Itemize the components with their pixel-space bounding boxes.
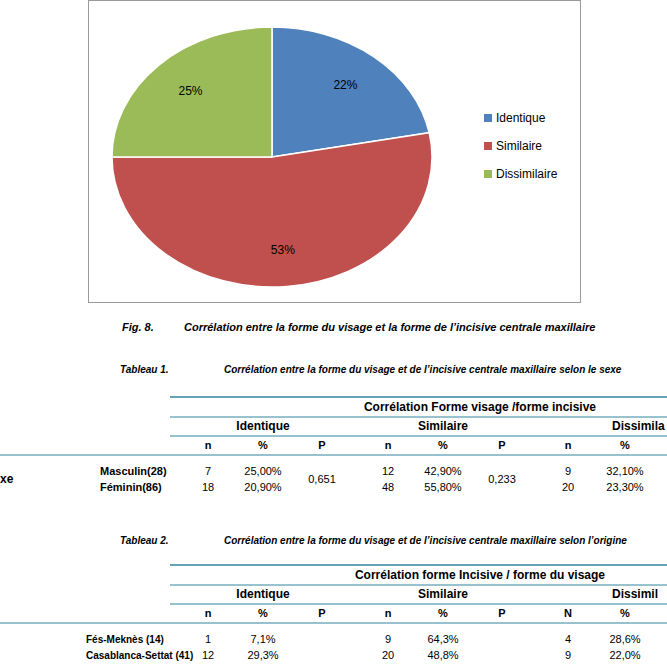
row-label: Féminin(86) (100, 481, 162, 493)
sub-header: P (318, 607, 325, 619)
data-label: 22% (333, 78, 357, 92)
table-cell: 1 (205, 633, 211, 645)
table-cell: 7,1% (250, 633, 275, 645)
pie (112, 27, 432, 287)
table-cell: 25,00% (244, 465, 282, 477)
table-label: Tableau 2. (120, 535, 169, 546)
sub-header: P (318, 439, 325, 451)
page: {"chart_data": {"type": "pie", "categori… (0, 0, 667, 664)
sub-header: n (565, 439, 572, 451)
table-cell: 9 (385, 633, 391, 645)
table-cell: 20,90% (244, 481, 282, 493)
table-cell: 48,8% (427, 649, 458, 661)
column-header: Similaire (418, 587, 468, 601)
p-value: 0,233 (488, 473, 516, 485)
table-cell: 23,30% (606, 481, 644, 493)
legend-entry: Dissimilaire (496, 167, 558, 181)
sub-header: P (498, 607, 505, 619)
row-group: xe (0, 472, 14, 486)
table-caption: Corrélation entre la forme du visage et … (224, 364, 622, 375)
sub-header: % (438, 439, 448, 451)
group-header: Corrélation Forme visage /forme incisive (364, 400, 596, 414)
table-caption: Corrélation entre la forme du visage et … (224, 535, 627, 546)
group-header: Corrélation forme Incisive / forme du vi… (355, 568, 605, 582)
data-label: 25% (179, 84, 203, 98)
table-cell: 9 (565, 649, 571, 661)
legend-entry: Similaire (496, 139, 542, 153)
table-cell: 20 (382, 649, 394, 661)
sub-header: N (564, 607, 572, 619)
sub-header: P (498, 439, 505, 451)
sub-header: % (620, 607, 630, 619)
table-cell: 28,6% (609, 633, 640, 645)
caption-label: Fig. 8. (122, 321, 154, 333)
sub-header: n (205, 439, 212, 451)
chart-frame (89, 1, 581, 303)
column-header: Dissimil (612, 587, 658, 601)
table-cell: 9 (565, 465, 571, 477)
table-cell: 22,0% (609, 649, 640, 661)
legend-entry: Identique (496, 111, 546, 125)
legend: Identique Similaire Dissimilaire (484, 111, 558, 181)
table-label: Tableau 1. (120, 364, 169, 375)
caption-text: Corrélation entre la forme du visage et … (184, 321, 595, 333)
table-cell: 12 (382, 465, 394, 477)
pie-slice (112, 27, 272, 157)
table-rule (170, 585, 667, 586)
sub-header: % (438, 607, 448, 619)
table-cell: 32,10% (606, 465, 644, 477)
sub-header: n (205, 607, 212, 619)
sub-header: n (385, 439, 392, 451)
table-cell: 20 (562, 481, 574, 493)
table-cell: 12 (202, 649, 214, 661)
table-cell: 55,80% (424, 481, 462, 493)
column-header: Identique (236, 587, 290, 601)
column-header: Similaire (418, 419, 468, 433)
sub-header: n (385, 607, 392, 619)
table-cell: 4 (565, 633, 571, 645)
table-cell: 29,3% (247, 649, 278, 661)
table-cell: 7 (205, 465, 211, 477)
row-label: Casablanca-Settat (41) (86, 650, 193, 661)
legend-swatch (484, 142, 492, 150)
data-label: 53% (271, 243, 295, 257)
column-header: Dissimila (612, 419, 665, 433)
row-label: Masculin(28) (100, 465, 167, 477)
table-cell: 64,3% (427, 633, 458, 645)
legend-swatch (484, 170, 492, 178)
table-rule (170, 564, 667, 566)
table-rule (0, 455, 667, 456)
column-header: Identique (236, 419, 290, 433)
row-label: Fés-Meknès (14) (86, 634, 164, 645)
table-rule (170, 396, 667, 398)
table-cell: 42,90% (424, 465, 462, 477)
table-rule (0, 623, 667, 624)
table-rule (170, 417, 667, 418)
sub-header: % (620, 439, 630, 451)
sub-header: % (258, 439, 268, 451)
sub-header: % (258, 607, 268, 619)
legend-swatch (484, 114, 492, 122)
table-rule (170, 436, 667, 437)
table-cell: 18 (202, 481, 214, 493)
p-value: 0,651 (308, 473, 336, 485)
table-cell: 48 (382, 481, 394, 493)
table-rule (170, 604, 667, 605)
page-canvas: 22% 53% 25% Identique Similaire Dissimilaire F… (0, 0, 667, 664)
